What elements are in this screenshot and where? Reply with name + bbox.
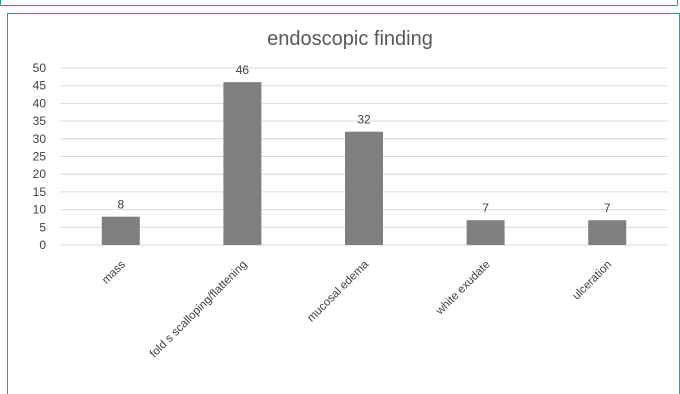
bar xyxy=(466,220,505,245)
y-tick-label: 5 xyxy=(39,220,46,234)
x-tick-label: ulceration xyxy=(571,259,615,303)
bar xyxy=(223,82,262,245)
x-tick-label: white exudate xyxy=(433,259,492,318)
y-tick-label: 25 xyxy=(33,150,47,164)
bars xyxy=(101,82,627,245)
x-tick-label: mucosal edema xyxy=(305,258,371,324)
data-label: 7 xyxy=(604,201,611,215)
data-label: 46 xyxy=(236,63,250,77)
y-tick-label: 0 xyxy=(39,238,46,252)
x-tick-label: mass xyxy=(100,258,128,286)
chart-title: endoscopic finding xyxy=(267,28,433,50)
bar xyxy=(101,216,140,245)
y-tick-label: 15 xyxy=(33,185,47,199)
bar xyxy=(588,220,627,245)
bar xyxy=(345,131,383,245)
data-labels: 8 46 32 7 7 xyxy=(117,63,610,215)
y-tick-label: 30 xyxy=(33,132,47,146)
y-tick-label: 10 xyxy=(33,203,47,217)
y-tick-label: 50 xyxy=(33,61,47,75)
y-tick-label: 40 xyxy=(33,96,47,110)
y-axis-ticks: 0 5 10 15 20 25 30 35 40 45 50 xyxy=(33,61,47,252)
y-tick-label: 45 xyxy=(33,79,47,93)
y-tick-label: 20 xyxy=(33,167,47,181)
panel-frame-top xyxy=(0,0,678,6)
data-label: 7 xyxy=(482,201,489,215)
y-tick-label: 35 xyxy=(33,114,47,128)
x-axis-ticks: mass fold s scalloping/flattening mucosal … xyxy=(100,258,614,360)
data-label: 8 xyxy=(117,198,124,212)
data-label: 32 xyxy=(357,113,371,127)
x-tick-label: fold s scalloping/flattening xyxy=(148,259,250,361)
